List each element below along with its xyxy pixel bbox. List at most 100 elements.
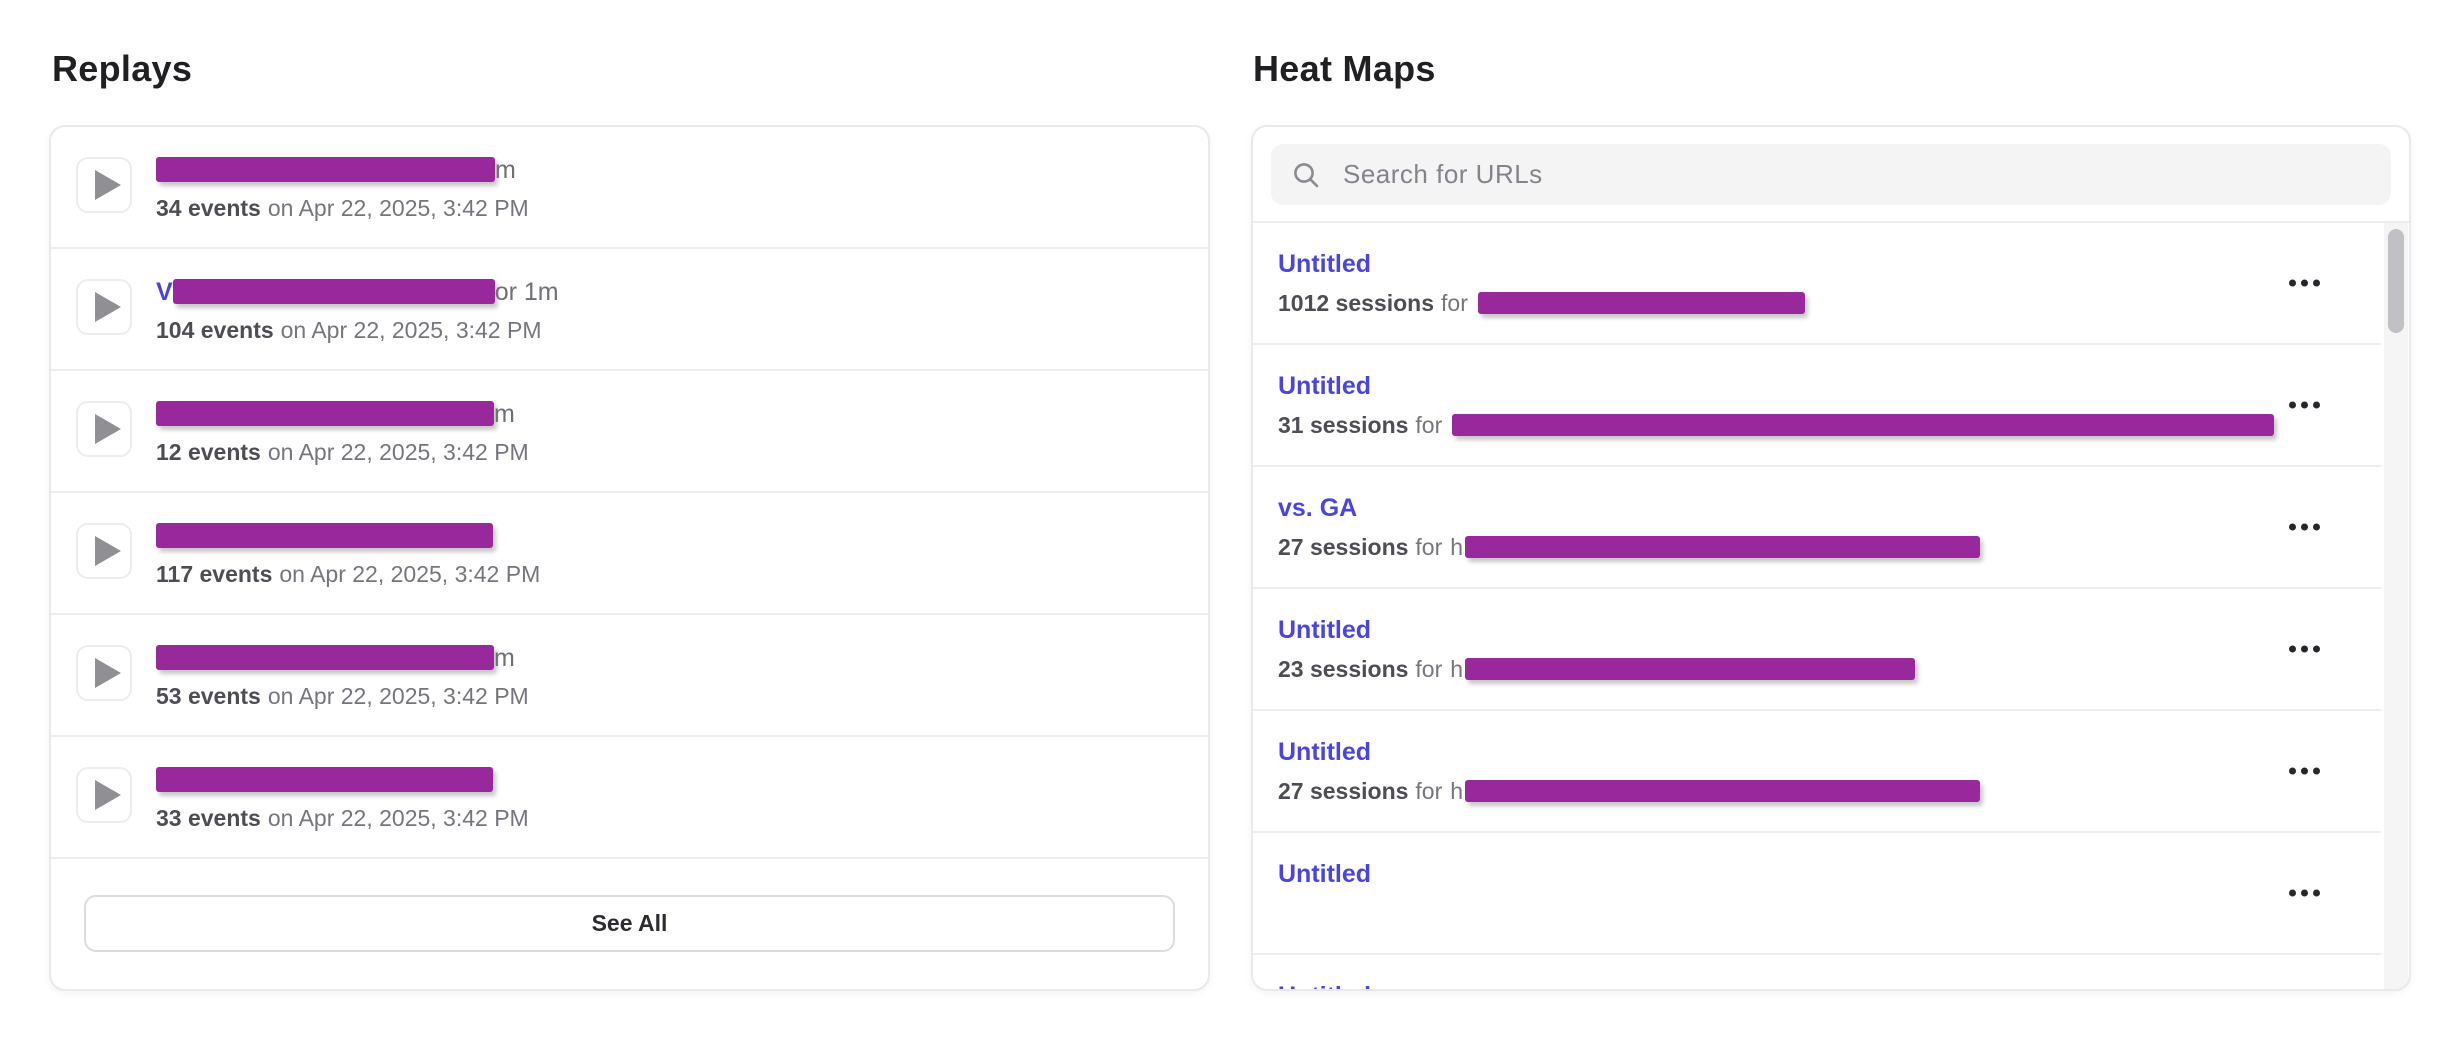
search-box[interactable] [1271, 144, 2391, 205]
for-label: for [1415, 778, 1443, 804]
ellipsis-icon [2289, 645, 2296, 653]
session-count: 1012 sessions [1278, 290, 1435, 316]
heatmap-meta-line: 31 sessions for [1278, 411, 2381, 439]
heatmap-row: vs. GA 27 sessions for h [1253, 467, 2381, 589]
scrollbar-thumb[interactable] [2388, 229, 2404, 333]
play-button[interactable] [76, 645, 132, 701]
url-fragment: h [1450, 656, 1464, 682]
play-icon [94, 170, 121, 200]
heatmap-meta-line: 23 sessions for h [1278, 655, 2381, 683]
heatmap-row: Untitled [1253, 833, 2381, 955]
play-button[interactable] [76, 401, 132, 457]
replay-meta-line: 33 events on Apr 22, 2025, 3:42 PM [156, 804, 529, 832]
row-menu-button[interactable] [2283, 514, 2326, 541]
event-count: 33 events [156, 805, 261, 831]
play-icon [94, 536, 121, 566]
heatmap-row: Untitled 31 sessions for [1253, 345, 2381, 467]
ellipsis-icon [2301, 889, 2308, 897]
redaction-bar [1465, 780, 1981, 802]
play-icon [94, 414, 121, 444]
heatmaps-rows: Untitled 1012 sessions for Untitled 31 se… [1253, 223, 2381, 989]
replay-title-line: m [156, 643, 529, 673]
replay-info: 117 events on Apr 22, 2025, 3:42 PM [156, 521, 540, 588]
heatmap-link[interactable]: vs. GA [1278, 494, 1358, 522]
redaction-bar [172, 279, 495, 304]
replay-title-line [156, 765, 529, 795]
ellipsis-icon [2289, 767, 2296, 775]
heatmap-link[interactable]: Untitled [1278, 860, 1372, 888]
replay-row: 33 events on Apr 22, 2025, 3:42 PM [51, 737, 1208, 859]
play-icon [94, 780, 121, 810]
redaction-bar [156, 523, 493, 548]
replay-title-line: m [156, 399, 529, 429]
for-label: for [1441, 290, 1468, 316]
redaction-bar [156, 157, 495, 182]
heatmap-link[interactable]: Untitled [1278, 372, 1372, 400]
redaction-bar [1465, 536, 1981, 558]
replay-info: m 53 events on Apr 22, 2025, 3:42 PM [156, 643, 529, 710]
row-menu-button[interactable] [2283, 636, 2326, 663]
event-date: on Apr 22, 2025, 3:42 PM [267, 195, 529, 221]
search-icon [1294, 162, 1319, 187]
heatmap-link[interactable]: Untitled [1278, 250, 1372, 278]
ellipsis-icon [2289, 279, 2296, 287]
ellipsis-icon [2301, 279, 2308, 287]
session-count: 27 sessions [1278, 534, 1409, 560]
for-label: for [1415, 534, 1443, 560]
scrollbar-track[interactable] [2384, 223, 2408, 989]
session-count: 23 sessions [1278, 656, 1409, 682]
ellipsis-icon [2301, 767, 2308, 775]
visit-duration-text: m [494, 400, 515, 428]
play-button[interactable] [76, 157, 132, 213]
event-count: 34 events [156, 195, 261, 221]
heatmap-meta-line: 27 sessions for h [1278, 777, 2381, 805]
replay-info: m 34 events on Apr 22, 2025, 3:42 PM [156, 155, 529, 222]
replay-title-line: m [156, 155, 529, 185]
redaction-bar [1465, 658, 1916, 680]
redaction-bar [156, 767, 493, 792]
ellipsis-icon [2301, 645, 2308, 653]
session-count: 31 sessions [1278, 412, 1409, 438]
row-menu-button[interactable] [2283, 392, 2326, 419]
row-menu-button[interactable] [2283, 270, 2326, 297]
event-count: 53 events [156, 683, 261, 709]
visitor-link[interactable]: V [156, 278, 173, 306]
play-button[interactable] [76, 523, 132, 579]
play-icon [94, 658, 121, 688]
replay-meta-line: 34 events on Apr 22, 2025, 3:42 PM [156, 194, 529, 222]
event-count: 104 events [156, 317, 274, 343]
heatmap-row: Untitled 1012 sessions for [1253, 223, 2381, 345]
search-input[interactable] [1343, 159, 2371, 190]
ellipsis-icon [2289, 889, 2296, 897]
replay-row: m 53 events on Apr 22, 2025, 3:42 PM [51, 615, 1208, 737]
replay-info: 33 events on Apr 22, 2025, 3:42 PM [156, 765, 529, 832]
heatmap-link[interactable]: Untitled [1278, 738, 1372, 766]
replay-row: 117 events on Apr 22, 2025, 3:42 PM [51, 493, 1208, 615]
ellipsis-icon [2313, 279, 2320, 287]
event-date: on Apr 22, 2025, 3:42 PM [279, 561, 541, 587]
for-label: for [1415, 656, 1443, 682]
replay-meta-line: 104 events on Apr 22, 2025, 3:42 PM [156, 316, 559, 344]
heatmaps-section-title: Heat Maps [1253, 48, 1436, 89]
heatmap-link[interactable]: Untitled [1278, 616, 1372, 644]
row-menu-button[interactable] [2283, 758, 2326, 785]
heatmap-meta-line: 1012 sessions for [1278, 289, 2381, 317]
see-all-button[interactable]: See All [84, 894, 1175, 952]
ellipsis-icon [2313, 523, 2320, 531]
heatmaps-search-area [1253, 127, 2409, 223]
play-button[interactable] [76, 767, 132, 823]
play-button[interactable] [76, 279, 132, 335]
row-menu-button[interactable] [2283, 880, 2326, 907]
event-date: on Apr 22, 2025, 3:42 PM [280, 317, 542, 343]
heatmap-link[interactable]: Untitled [1278, 981, 1371, 989]
replays-footer: See All [51, 859, 1208, 987]
redaction-bar [1452, 414, 2275, 436]
replay-row: m 12 events on Apr 22, 2025, 3:42 PM [51, 371, 1208, 493]
session-count: 27 sessions [1278, 778, 1409, 804]
visit-duration-text: or 1m [494, 278, 559, 306]
url-fragment: h [1450, 534, 1464, 560]
replay-title-line [156, 521, 540, 551]
